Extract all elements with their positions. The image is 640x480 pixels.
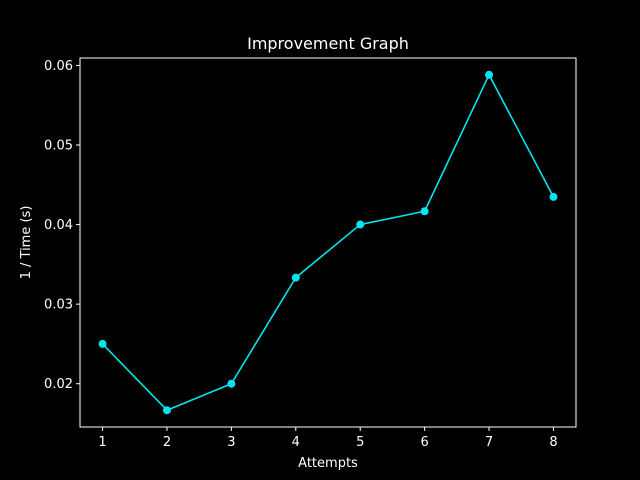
- y-axis-label: 1 / Time (s): [19, 206, 34, 280]
- series-line: [101, 73, 555, 412]
- data-point: [485, 70, 494, 79]
- x-tick-label: 6: [420, 435, 428, 450]
- y-tick-label: 0.06: [44, 59, 73, 74]
- x-tick-label: 8: [549, 435, 557, 450]
- x-tick-label: 5: [356, 435, 364, 450]
- x-tick-label: 7: [485, 435, 493, 450]
- data-point: [549, 192, 558, 201]
- y-tick-label: 0.03: [44, 298, 73, 313]
- x-tick-label: 4: [292, 435, 300, 450]
- plot-frame: [79, 57, 577, 428]
- data-point: [356, 220, 365, 229]
- data-point: [291, 273, 300, 282]
- chart-title: Improvement Graph: [247, 34, 409, 53]
- plot-area: 1 2 3 4 5 6 7 8 0.02 0.03 0.04 0.05 0.06: [44, 59, 558, 450]
- y-tick-label: 0.05: [44, 138, 73, 153]
- x-tick-label: 1: [98, 435, 106, 450]
- y-tick-label: 0.04: [44, 218, 73, 233]
- data-point: [227, 379, 236, 388]
- x-axis-label: Attempts: [298, 456, 358, 471]
- data-point: [162, 406, 171, 415]
- data-point: [420, 207, 429, 216]
- x-tick-label: 3: [227, 435, 235, 450]
- y-tick-label: 0.02: [44, 377, 73, 392]
- data-point: [98, 339, 107, 348]
- x-tick-label: 2: [163, 435, 171, 450]
